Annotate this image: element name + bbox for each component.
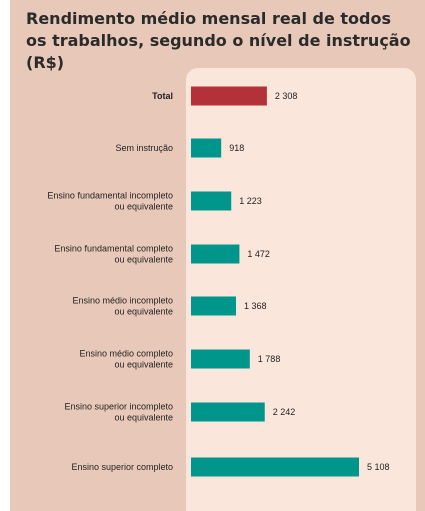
bar-total bbox=[191, 86, 267, 106]
bar-ensino-fundamental-completo-ou-equivalente bbox=[191, 244, 240, 264]
category-label-ensino-medio-incompleto-ou-equivalente: Ensino médio incompleto ou equivalente bbox=[72, 296, 173, 317]
bar-ensino-superior-incompleto-ou-equivalente bbox=[191, 402, 265, 422]
bar-sem-instrucao bbox=[191, 138, 222, 158]
category-label-ensino-fundamental-incompleto-ou-equivalente: Ensino fundamental incompleto ou equivale… bbox=[47, 191, 173, 212]
category-label-ensino-superior-completo: Ensino superior completo bbox=[71, 462, 173, 472]
category-label-sem-instrucao: Sem instrução bbox=[115, 143, 173, 153]
category-label-ensino-superior-incompleto-ou-equivalente: Ensino superior incompleto ou equivalente bbox=[64, 402, 173, 423]
plot-panel bbox=[186, 68, 416, 511]
chart-title: Rendimento médio mensal real de todos os… bbox=[26, 8, 416, 74]
chart-title-line-2: os trabalhos, segundo o nível de instruç… bbox=[26, 31, 411, 72]
value-label-total: 2 308 bbox=[275, 91, 298, 101]
value-label-ensino-medio-completo-ou-equivalente: 1 788 bbox=[258, 354, 281, 364]
category-label-total: Total bbox=[152, 91, 173, 101]
value-label-ensino-superior-incompleto-ou-equivalente: 2 242 bbox=[273, 407, 296, 417]
value-label-sem-instrucao: 918 bbox=[229, 143, 244, 153]
bar-ensino-superior-completo bbox=[191, 457, 359, 477]
bar-ensino-medio-completo-ou-equivalente bbox=[191, 349, 250, 369]
value-label-ensino-superior-completo: 5 108 bbox=[367, 462, 390, 472]
category-label-ensino-fundamental-completo-ou-equivalente: Ensino fundamental completo ou equivalent… bbox=[54, 244, 173, 265]
value-label-ensino-fundamental-completo-ou-equivalente: 1 472 bbox=[247, 249, 270, 259]
bar-ensino-medio-incompleto-ou-equivalente bbox=[191, 296, 236, 316]
value-label-ensino-medio-incompleto-ou-equivalente: 1 368 bbox=[244, 301, 267, 311]
chart-title-line-1: Rendimento médio mensal real de todos bbox=[26, 9, 392, 28]
value-label-ensino-fundamental-incompleto-ou-equivalente: 1 223 bbox=[239, 196, 262, 206]
bar-ensino-fundamental-incompleto-ou-equivalente bbox=[191, 191, 232, 211]
category-label-ensino-medio-completo-ou-equivalente: Ensino médio completo ou equivalente bbox=[79, 349, 173, 370]
